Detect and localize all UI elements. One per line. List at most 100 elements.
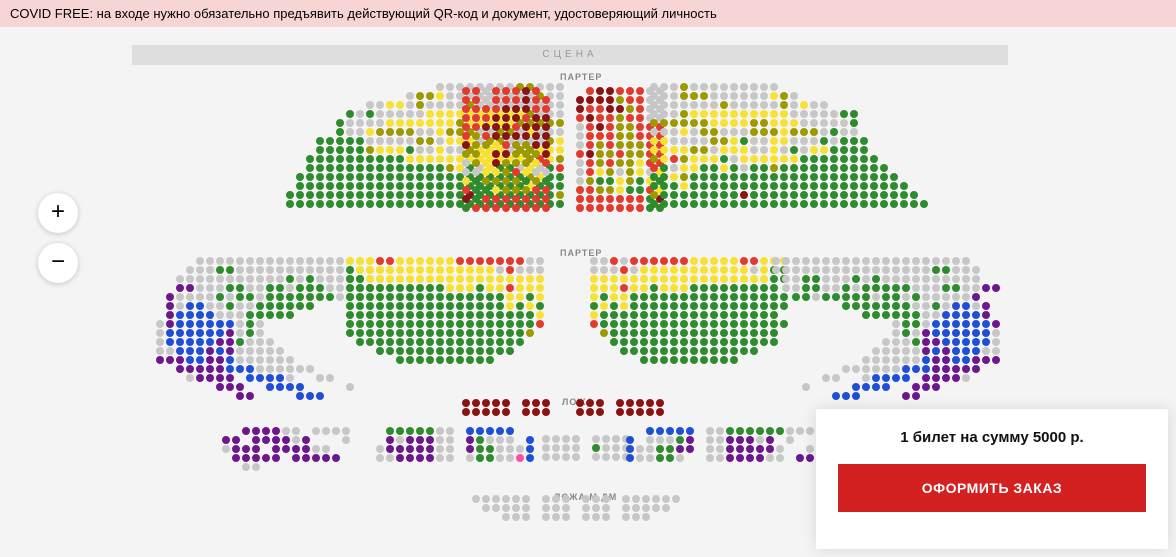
seat[interactable] [910,200,918,208]
seat[interactable] [726,445,734,453]
seat[interactable] [870,200,878,208]
seat[interactable] [492,408,500,416]
seat[interactable] [542,399,550,407]
seat[interactable] [166,347,174,355]
seat[interactable] [186,293,194,301]
seat[interactable] [606,123,614,131]
seat[interactable] [336,275,344,283]
seat[interactable] [700,146,708,154]
seat[interactable] [586,105,594,113]
seat[interactable] [396,257,404,265]
seat[interactable] [740,311,748,319]
seat[interactable] [316,137,324,145]
seat[interactable] [236,365,244,373]
seat[interactable] [770,275,778,283]
seat[interactable] [620,293,628,301]
seat[interactable] [740,191,748,199]
seat[interactable] [416,92,424,100]
seat[interactable] [720,257,728,265]
seat[interactable] [472,150,480,158]
seat[interactable] [512,495,520,503]
seat[interactable] [396,164,404,172]
seat[interactable] [750,200,758,208]
seat[interactable] [242,454,250,462]
seat[interactable] [616,96,624,104]
seat[interactable] [680,173,688,181]
seat[interactable] [690,311,698,319]
seat[interactable] [632,504,640,512]
seat[interactable] [892,257,900,265]
seat[interactable] [700,284,708,292]
seat[interactable] [406,173,414,181]
seat[interactable] [516,320,524,328]
seat[interactable] [396,275,404,283]
seat[interactable] [586,168,594,176]
seat[interactable] [832,293,840,301]
seat[interactable] [636,150,644,158]
seat[interactable] [216,293,224,301]
seat[interactable] [800,200,808,208]
seat[interactable] [750,347,758,355]
seat[interactable] [416,200,424,208]
seat[interactable] [770,191,778,199]
seat[interactable] [992,356,1000,364]
seat[interactable] [952,266,960,274]
seat[interactable] [342,427,350,435]
seat[interactable] [670,257,678,265]
seat[interactable] [730,173,738,181]
seat[interactable] [436,146,444,154]
seat[interactable] [730,356,738,364]
seat[interactable] [436,182,444,190]
seat[interactable] [176,311,184,319]
seat[interactable] [512,96,520,104]
seat[interactable] [860,191,868,199]
seat[interactable] [346,119,354,127]
seat[interactable] [436,454,444,462]
seat[interactable] [680,347,688,355]
seat[interactable] [620,266,628,274]
seat[interactable] [942,320,950,328]
seat[interactable] [872,356,880,364]
seat[interactable] [790,92,798,100]
seat[interactable] [176,284,184,292]
seat[interactable] [806,427,814,435]
seat[interactable] [176,365,184,373]
seat[interactable] [296,200,304,208]
seat[interactable] [730,155,738,163]
seat[interactable] [582,504,590,512]
seat[interactable] [386,275,394,283]
seat[interactable] [426,356,434,364]
seat[interactable] [206,374,214,382]
seat[interactable] [196,275,204,283]
seat[interactable] [640,293,648,301]
seat[interactable] [166,329,174,337]
seat[interactable] [436,191,444,199]
seat[interactable] [972,365,980,373]
seat[interactable] [376,155,384,163]
seat[interactable] [576,186,584,194]
seat[interactable] [850,146,858,154]
seat[interactable] [256,347,264,355]
seat[interactable] [356,128,364,136]
seat[interactable] [466,427,474,435]
seat[interactable] [356,329,364,337]
seat[interactable] [760,128,768,136]
seat[interactable] [700,200,708,208]
seat[interactable] [366,338,374,346]
seat[interactable] [882,383,890,391]
seat[interactable] [376,173,384,181]
seat[interactable] [556,164,564,172]
seat[interactable] [476,311,484,319]
seat[interactable] [196,338,204,346]
seat[interactable] [496,436,504,444]
seat[interactable] [812,275,820,283]
seat[interactable] [962,329,970,337]
seat[interactable] [246,329,254,337]
seat[interactable] [690,329,698,337]
seat[interactable] [336,119,344,127]
seat[interactable] [706,445,714,453]
seat[interactable] [416,311,424,319]
seat[interactable] [720,191,728,199]
seat[interactable] [396,200,404,208]
seat[interactable] [760,275,768,283]
